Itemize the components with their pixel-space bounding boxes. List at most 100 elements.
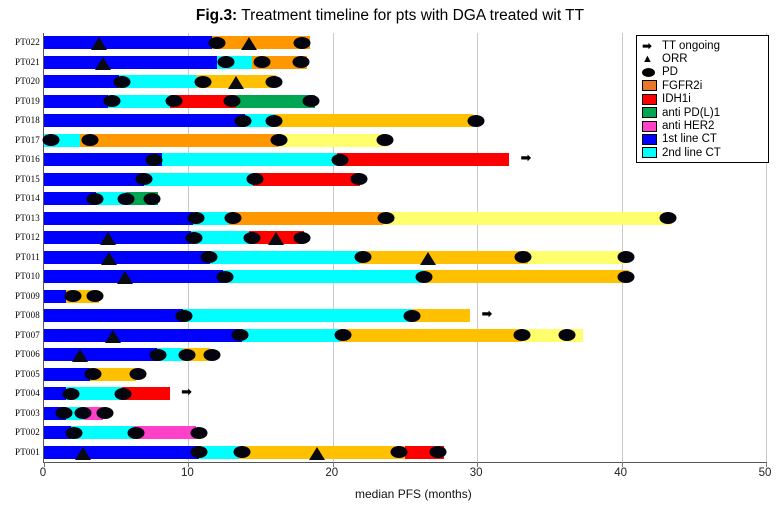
gridline bbox=[332, 33, 334, 462]
pd-marker bbox=[377, 212, 395, 225]
pd-marker bbox=[429, 446, 447, 459]
pd-marker bbox=[55, 407, 73, 420]
x-tick-label: 50 bbox=[758, 467, 772, 479]
bar-segment-gold bbox=[360, 250, 528, 264]
bar-segment-blue bbox=[44, 211, 193, 225]
chart-title-prefix: Fig.3: bbox=[195, 7, 238, 24]
pd-marker bbox=[194, 75, 212, 88]
row-label-pt004: PT004 bbox=[14, 388, 40, 399]
pd-marker bbox=[64, 290, 82, 303]
pd-marker bbox=[331, 153, 349, 166]
bar-segment-blue bbox=[44, 309, 183, 323]
color-swatch-icon bbox=[642, 107, 657, 119]
timeline-row-pt016: ➡ bbox=[44, 150, 766, 170]
pd-marker bbox=[617, 270, 635, 283]
tt-ongoing-arrow: ➡ bbox=[181, 385, 193, 401]
timeline-row-pt006 bbox=[44, 345, 766, 365]
pd-marker bbox=[81, 134, 99, 147]
bar-segment-yellow bbox=[279, 133, 388, 147]
x-tick-label: 40 bbox=[614, 467, 627, 479]
pd-marker bbox=[190, 446, 207, 459]
bar-segment-cyan bbox=[71, 426, 134, 440]
bar-segment-blue bbox=[44, 172, 144, 186]
pd-marker bbox=[187, 212, 205, 225]
gridline bbox=[766, 33, 767, 462]
x-axis-tick bbox=[621, 462, 623, 467]
bar-segment-cyan bbox=[143, 172, 254, 186]
row-label-pt013: PT013 bbox=[14, 212, 40, 223]
pd-marker bbox=[96, 407, 114, 420]
bar-segment-blue bbox=[44, 426, 72, 440]
pd-marker bbox=[145, 153, 163, 166]
row-label-pt012: PT012 bbox=[14, 232, 40, 243]
pd-marker bbox=[224, 212, 242, 225]
row-label-pt011: PT011 bbox=[15, 251, 40, 262]
bar-segment-blue bbox=[44, 114, 245, 128]
bar-segment-cyan bbox=[182, 309, 413, 323]
pd-marker bbox=[217, 56, 235, 69]
row-label-pt015: PT015 bbox=[14, 173, 40, 184]
pd-marker bbox=[617, 251, 635, 264]
pd-marker bbox=[135, 173, 153, 186]
legend-item: PD bbox=[642, 66, 764, 79]
bar-segment-blue bbox=[44, 55, 218, 69]
pd-marker bbox=[117, 192, 135, 205]
x-tick-label: 0 bbox=[39, 467, 47, 479]
bar-segment-blue bbox=[44, 348, 157, 362]
orr-marker bbox=[95, 56, 112, 70]
legend-item: 2nd line CT bbox=[642, 146, 764, 159]
orr-marker bbox=[116, 271, 133, 285]
timeline-row-pt012 bbox=[44, 228, 766, 248]
color-swatch-icon bbox=[642, 147, 657, 159]
bar-segment-orange bbox=[211, 36, 310, 50]
orr-marker bbox=[90, 37, 107, 51]
x-axis-tick bbox=[44, 462, 45, 467]
gridline bbox=[188, 33, 190, 462]
row-label-pt020: PT020 bbox=[14, 76, 40, 87]
bar-segment-blue bbox=[44, 328, 242, 342]
legend-color-swatch bbox=[642, 133, 662, 145]
legend-item: anti PD(L)1 bbox=[642, 106, 764, 119]
row-label-pt010: PT010 bbox=[14, 271, 40, 282]
timeline-row-pt003 bbox=[44, 404, 766, 424]
row-label-pt008: PT008 bbox=[14, 310, 40, 321]
bar-segment-yellow bbox=[527, 250, 626, 264]
pd-marker bbox=[293, 231, 311, 244]
bar-segment-gold bbox=[340, 328, 522, 342]
orr-marker bbox=[308, 446, 325, 460]
bar-segment-gold bbox=[423, 270, 629, 284]
timeline-row-pt018 bbox=[44, 111, 766, 131]
pd-marker bbox=[415, 270, 433, 283]
pd-marker bbox=[129, 368, 147, 381]
timeline-row-pt019 bbox=[44, 92, 766, 112]
pd-marker bbox=[231, 329, 249, 342]
gridline bbox=[477, 33, 479, 462]
bar-segment-blue bbox=[44, 445, 199, 459]
pd-marker bbox=[203, 348, 220, 361]
color-swatch-icon bbox=[642, 80, 657, 92]
triangle-icon: ▲ bbox=[642, 53, 653, 66]
pd-marker bbox=[293, 36, 311, 49]
pd-marker bbox=[175, 309, 193, 322]
bar-segment-blue bbox=[44, 387, 66, 401]
pd-marker bbox=[302, 95, 320, 108]
timeline-row-pt017 bbox=[42, 131, 766, 151]
ellipse-icon bbox=[642, 67, 655, 77]
pd-marker bbox=[114, 387, 132, 400]
pd-marker bbox=[103, 95, 121, 108]
chart-title: Fig.3: Treatment timeline for pts with D… bbox=[0, 7, 780, 25]
bar-segment-red bbox=[121, 387, 170, 401]
pd-marker bbox=[233, 446, 251, 459]
pd-marker bbox=[243, 231, 261, 244]
legend-item: ➡ TT ongoing bbox=[642, 39, 764, 52]
x-axis-tick bbox=[188, 462, 190, 467]
legend-label: PD bbox=[662, 66, 678, 79]
legend-item: anti HER2 bbox=[642, 119, 764, 132]
gridline bbox=[621, 33, 623, 462]
legend-item: FGFR2i bbox=[642, 79, 764, 92]
timeline-row-pt010 bbox=[44, 267, 766, 287]
legend-item: ▲ ORR bbox=[642, 52, 764, 65]
orr-marker bbox=[241, 37, 258, 51]
pd-marker bbox=[558, 329, 576, 342]
